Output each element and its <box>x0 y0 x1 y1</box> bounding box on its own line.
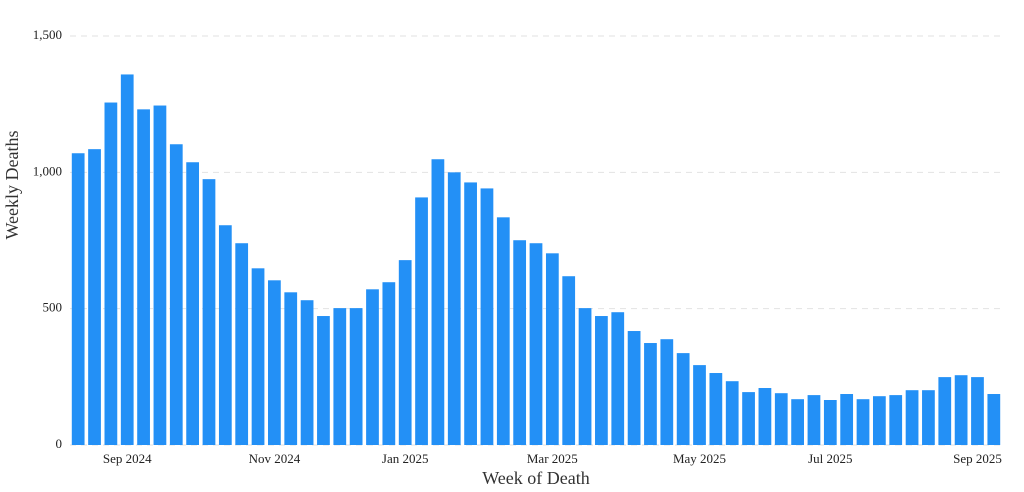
bar <box>268 280 281 445</box>
bar <box>758 388 772 445</box>
x-axis-title: Week of Death <box>482 468 590 488</box>
y-tick-label: 1,500 <box>33 27 62 42</box>
bar <box>218 225 232 445</box>
y-tick-label: 500 <box>43 300 63 315</box>
bar <box>447 172 461 446</box>
bar <box>627 331 641 445</box>
x-tick-label: Sep 2025 <box>953 451 1002 466</box>
bar <box>169 144 183 446</box>
bar <box>496 217 510 445</box>
bar <box>807 395 821 445</box>
bar <box>742 392 755 445</box>
x-tick-label: May 2025 <box>673 451 726 466</box>
bar <box>153 105 167 445</box>
x-tick-label: Sep 2024 <box>103 451 152 466</box>
x-tick-label: Mar 2025 <box>527 451 578 466</box>
bar <box>431 159 445 445</box>
bar <box>611 312 625 445</box>
bar <box>840 394 854 445</box>
bar <box>823 400 837 445</box>
bar <box>693 365 706 445</box>
y-axis-title: Weekly Deaths <box>2 130 22 239</box>
bar <box>791 399 804 445</box>
bar <box>137 109 150 445</box>
bar <box>545 253 559 445</box>
bar <box>382 282 396 445</box>
bar <box>71 153 85 445</box>
bar <box>317 316 330 445</box>
bar <box>202 179 216 445</box>
y-tick-label: 1,000 <box>33 163 62 178</box>
bar <box>464 182 477 445</box>
bar <box>889 395 903 445</box>
x-tick-label: Nov 2024 <box>249 451 301 466</box>
bar <box>333 308 347 445</box>
bar <box>725 381 739 445</box>
bar <box>120 74 134 446</box>
bar <box>938 377 952 445</box>
bar <box>922 390 935 445</box>
bar <box>235 243 249 445</box>
bar <box>987 394 1001 445</box>
y-tick-label: 0 <box>56 436 63 451</box>
bar <box>856 399 870 445</box>
bar <box>578 308 592 445</box>
bar <box>562 276 576 445</box>
bar <box>415 197 428 445</box>
bar <box>349 308 363 445</box>
bar <box>644 343 657 445</box>
bar <box>905 390 919 445</box>
bar <box>480 188 494 446</box>
bar <box>513 240 527 445</box>
bar <box>709 373 723 445</box>
x-tick-label: Jan 2025 <box>382 451 429 466</box>
bar <box>398 260 412 445</box>
bar <box>595 316 608 445</box>
bar <box>88 149 101 445</box>
x-tick-label: Jul 2025 <box>808 451 852 466</box>
bar <box>104 102 118 445</box>
bar <box>366 289 379 445</box>
bar <box>529 243 543 445</box>
bar <box>872 396 886 445</box>
bar <box>971 377 984 445</box>
bar <box>186 162 200 445</box>
bar <box>251 268 265 445</box>
bar <box>300 300 314 445</box>
bar <box>954 375 968 445</box>
bar <box>774 393 788 445</box>
bar <box>676 353 690 445</box>
bar <box>284 292 298 445</box>
bar <box>660 339 674 445</box>
